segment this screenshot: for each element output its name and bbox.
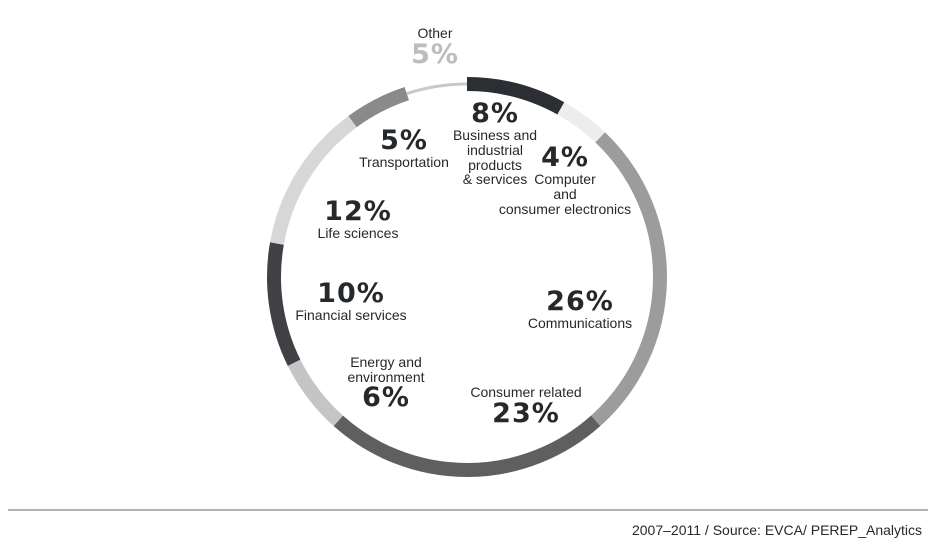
label-life-sciences: 12% Life sciences: [306, 196, 410, 242]
text-business-4: & services: [462, 171, 528, 188]
ring-slice-business-and-industrial-products-services: [466, 77, 565, 115]
text-business-1: Business and: [452, 127, 538, 144]
text-energy-1: Energy and: [350, 354, 422, 370]
label-energy: Energy and environment 6%: [334, 355, 438, 413]
ring-slice-life-sciences: [270, 115, 357, 245]
text-energy-2: environment: [347, 368, 425, 385]
label-transportation: 5% Transportation: [350, 125, 458, 171]
label-other: Other 5%: [395, 26, 475, 69]
pct-communications: 26%: [546, 286, 614, 317]
label-financial: 10% Financial services: [293, 278, 409, 324]
label-consumer-related: Consumer related 23%: [466, 385, 586, 428]
label-computer: 4% Computer and consumer electronics: [498, 142, 632, 217]
pct-business: 8%: [471, 98, 519, 129]
text-computer-3: consumer electronics: [498, 200, 632, 217]
ring-slice-financial-services: [267, 242, 301, 366]
pct-life-sciences: 12%: [324, 196, 392, 227]
text-life-sciences-1: Life sciences: [317, 225, 399, 242]
label-business: 8% Business and industrial products & se…: [440, 98, 550, 188]
ring-slice-communications: [591, 132, 667, 427]
pct-transportation: 5%: [380, 125, 428, 156]
pct-consumer-related: 23%: [492, 397, 560, 429]
ring-slice-consumer-related: [333, 415, 601, 477]
ring-slice-other: [406, 82, 468, 96]
ring-slice-computer-and-consumer-electronics: [557, 102, 606, 143]
source-note: 2007–2011 / Source: EVCA/ PEREP_Analytic…: [631, 522, 922, 538]
pct-financial: 10%: [317, 278, 385, 309]
ring-slices: [267, 77, 667, 477]
text-computer-1: Computer: [534, 171, 596, 188]
text-transportation-1: Transportation: [359, 154, 449, 171]
pct-other: 5%: [411, 38, 459, 70]
pct-energy: 6%: [362, 382, 410, 414]
text-consumer-related-1: Consumer related: [470, 384, 582, 400]
text-financial-1: Financial services: [295, 307, 407, 324]
label-communications: 26% Communications: [520, 286, 640, 332]
ring-slice-transportation: [348, 86, 410, 128]
text-business-2: industrial: [466, 142, 524, 159]
footer-divider: [8, 509, 928, 511]
ring-slice-energy-and-environment: [287, 359, 344, 427]
text-computer-2: and: [553, 186, 577, 203]
text-communications-1: Communications: [527, 315, 633, 332]
pct-computer: 4%: [541, 142, 589, 173]
text-other-1: Other: [417, 25, 453, 41]
text-business-3: products: [468, 156, 522, 173]
